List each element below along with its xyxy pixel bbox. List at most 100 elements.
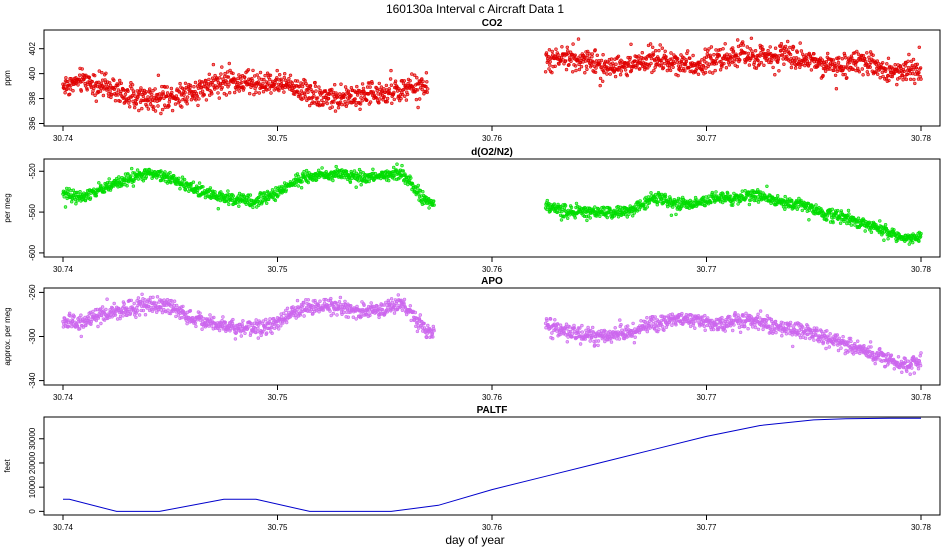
data-point-o2n2	[97, 181, 101, 185]
data-point-apo	[279, 324, 283, 328]
data-point-o2n2	[563, 204, 568, 208]
data-point-co2	[834, 63, 838, 68]
data-point-co2	[584, 64, 589, 69]
data-point-co2	[741, 43, 746, 47]
data-point-co2	[917, 45, 921, 49]
data-point-co2	[421, 79, 425, 84]
data-point-co2	[234, 87, 239, 91]
data-point-co2	[97, 69, 102, 73]
data-point-co2	[880, 61, 885, 65]
data-point-co2	[68, 87, 73, 91]
data-point-co2	[176, 97, 180, 101]
data-point-co2	[660, 46, 664, 50]
data-point-o2n2	[163, 170, 167, 174]
data-point-co2	[185, 95, 190, 99]
data-point-o2n2	[392, 173, 397, 178]
data-point-apo	[711, 327, 716, 332]
data-point-co2	[824, 59, 829, 64]
data-point-co2	[708, 70, 712, 74]
data-point-co2	[225, 80, 229, 84]
data-point-co2	[153, 87, 157, 91]
data-point-co2	[326, 96, 331, 101]
data-point-co2	[202, 93, 207, 97]
data-point-apo	[125, 313, 129, 317]
data-point-o2n2	[262, 191, 267, 195]
data-point-co2	[63, 90, 67, 95]
data-point-co2	[263, 73, 267, 78]
data-point-co2	[248, 91, 252, 96]
data-point-co2	[132, 91, 136, 96]
x-tick-label: 30.75	[267, 134, 288, 143]
data-point-co2	[719, 59, 723, 64]
data-point-co2	[130, 83, 135, 87]
data-point-co2	[298, 84, 302, 88]
data-point-co2	[353, 97, 357, 101]
data-point-co2	[861, 53, 866, 58]
data-point-co2	[233, 90, 237, 95]
data-point-o2n2	[180, 175, 185, 179]
data-point-co2	[590, 54, 594, 59]
data-point-apo	[389, 297, 394, 301]
data-point-co2	[361, 86, 366, 91]
data-point-o2n2	[917, 239, 921, 243]
data-point-apo	[588, 339, 592, 343]
data-point-co2	[385, 96, 390, 101]
data-point-co2	[243, 75, 247, 80]
data-point-co2	[725, 52, 729, 56]
data-point-co2	[140, 106, 144, 111]
data-point-co2	[886, 56, 891, 60]
data-point-co2	[227, 61, 232, 66]
data-point-co2	[832, 68, 836, 73]
y-tick-label: -340	[28, 372, 37, 389]
data-point-apo	[77, 327, 82, 331]
data-point-co2	[548, 63, 552, 67]
x-tick-label: 30.74	[53, 265, 74, 274]
data-point-co2	[370, 81, 374, 86]
data-point-co2	[116, 93, 120, 97]
data-point-co2	[663, 61, 667, 66]
data-point-co2	[196, 103, 200, 108]
data-point-co2	[85, 88, 89, 92]
data-point-o2n2	[565, 216, 570, 220]
data-point-o2n2	[432, 199, 436, 203]
data-point-co2	[845, 76, 849, 80]
data-point-co2	[90, 79, 94, 84]
data-point-apo	[591, 331, 596, 335]
data-point-co2	[358, 107, 362, 112]
data-point-o2n2	[627, 212, 631, 217]
data-point-co2	[583, 70, 587, 75]
data-point-o2n2	[216, 207, 221, 211]
data-point-apo	[553, 318, 557, 322]
data-point-co2	[684, 59, 689, 64]
data-point-co2	[798, 41, 802, 45]
data-point-co2	[679, 53, 683, 57]
y-tick-label: -600	[28, 244, 37, 261]
data-point-co2	[410, 72, 414, 76]
y-tick-label: -560	[28, 204, 37, 221]
data-point-o2n2	[92, 187, 96, 191]
data-point-co2	[178, 99, 182, 103]
data-point-co2	[220, 85, 224, 90]
data-point-o2n2	[304, 168, 309, 173]
data-point-apo	[121, 314, 125, 318]
data-point-o2n2	[765, 184, 769, 189]
data-point-apo	[141, 308, 146, 313]
data-point-co2	[651, 52, 656, 57]
data-point-apo	[104, 307, 108, 312]
data-point-apo	[653, 320, 658, 325]
data-point-co2	[783, 44, 788, 49]
data-point-apo	[255, 329, 260, 334]
data-point-apo	[720, 315, 724, 320]
data-point-apo	[715, 322, 719, 326]
data-point-co2	[303, 92, 307, 96]
data-point-co2	[908, 77, 913, 82]
data-point-co2	[657, 48, 661, 53]
data-point-apo	[632, 341, 637, 345]
data-point-o2n2	[825, 218, 829, 222]
data-point-co2	[820, 63, 824, 67]
data-point-apo	[268, 317, 272, 321]
data-point-o2n2	[807, 218, 811, 222]
data-point-co2	[77, 77, 82, 82]
data-point-co2	[392, 97, 396, 102]
data-point-co2	[161, 92, 166, 96]
